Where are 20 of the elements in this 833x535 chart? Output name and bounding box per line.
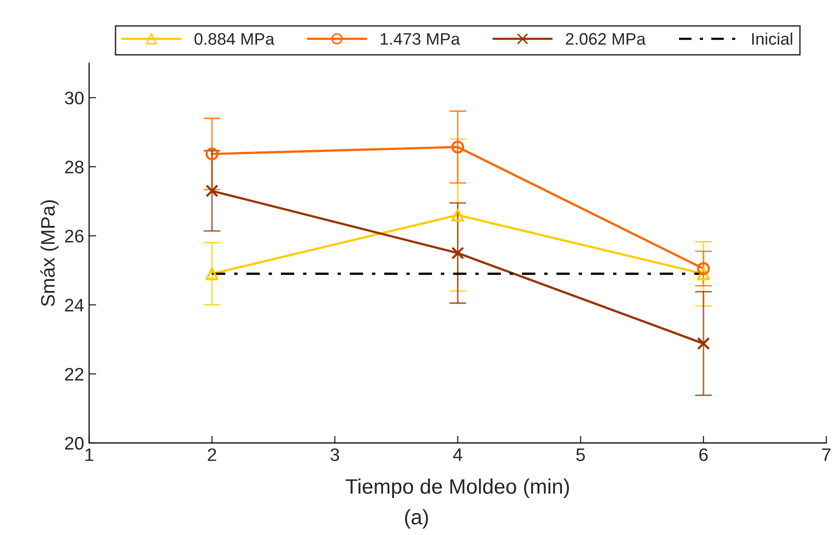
x-axis-title: Tiempo de Moldeo (min) (346, 478, 569, 498)
x-tick-label: 5 (576, 448, 585, 462)
y-tick-label: 28 (65, 160, 84, 174)
x-tick-label: 3 (330, 448, 340, 462)
y-tick-label: 20 (65, 436, 84, 450)
y-tick-label: 22 (65, 368, 84, 380)
text: (a) (405, 509, 428, 529)
legend-label: 2.062 MPa (566, 33, 646, 45)
y-axis-title: Smáx (MPa) (40, 200, 59, 306)
y-tick-label: 24 (65, 298, 84, 312)
y-tick-label: 30 (64, 92, 84, 104)
x-tick-label: 4 (453, 448, 462, 461)
x-tick-label: 6 (699, 448, 708, 462)
legend-label: Inicial (752, 32, 792, 45)
x-tick-label: 2 (208, 448, 216, 461)
legend-label: 0.884 MPa (194, 33, 274, 45)
x-tick-label: 7 (822, 448, 830, 461)
x-tick-label: 1 (85, 448, 94, 461)
y-tick-label: 26 (65, 230, 84, 243)
legend-label: 1.473 MPa (380, 33, 460, 45)
